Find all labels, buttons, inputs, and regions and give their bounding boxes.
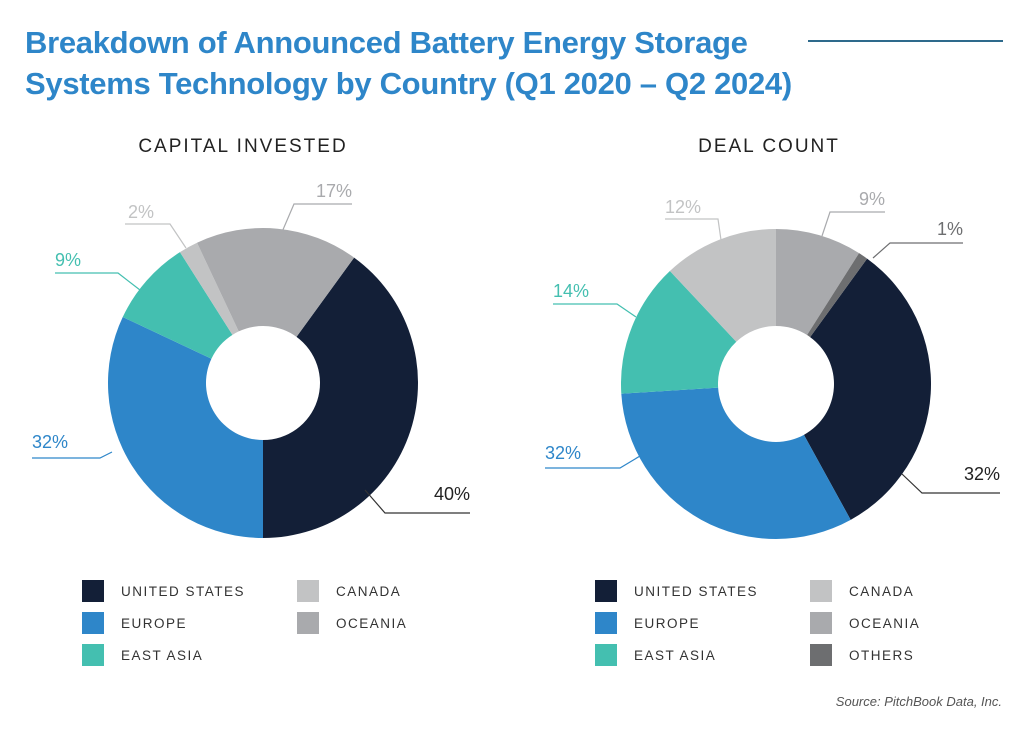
slice-canada bbox=[669, 229, 776, 342]
slice-oceania bbox=[776, 229, 860, 336]
deal-count-title: DEAL COUNT bbox=[698, 136, 840, 157]
leader-line bbox=[665, 218, 722, 241]
slice-east-asia bbox=[122, 252, 233, 359]
legend-swatch bbox=[297, 612, 319, 634]
legend-label: CANADA bbox=[849, 583, 915, 599]
legend-item: OTHERS bbox=[810, 644, 914, 666]
legend-swatch bbox=[82, 580, 104, 602]
slice-others bbox=[807, 253, 868, 338]
legend-label: OTHERS bbox=[849, 647, 915, 663]
legend-item: CANADA bbox=[297, 580, 401, 602]
leader-line bbox=[281, 203, 352, 233]
legend-label: EAST ASIA bbox=[121, 647, 204, 663]
data-label: 14% bbox=[553, 281, 589, 301]
slice-europe bbox=[107, 317, 263, 538]
legend-item: EUROPE bbox=[595, 612, 700, 634]
data-label: 9% bbox=[859, 189, 885, 209]
legend-label: UNITED STATES bbox=[121, 583, 246, 599]
leader-line bbox=[821, 211, 885, 237]
legend-swatch bbox=[810, 580, 832, 602]
legend-item: EAST ASIA bbox=[595, 644, 716, 666]
leader-line bbox=[364, 489, 470, 514]
legend-label: EUROPE bbox=[121, 615, 188, 631]
data-label: 32% bbox=[545, 443, 581, 463]
leader-line bbox=[553, 303, 637, 318]
legend-item: OCEANIA bbox=[810, 612, 920, 634]
data-label: 12% bbox=[665, 197, 701, 217]
legend-label: CANADA bbox=[336, 583, 402, 599]
leader-line bbox=[872, 242, 963, 259]
data-label: 1% bbox=[937, 219, 963, 239]
data-label: 2% bbox=[128, 202, 154, 222]
leader-line bbox=[901, 473, 1000, 494]
legend-item: UNITED STATES bbox=[82, 580, 245, 602]
legend-item: EAST ASIA bbox=[82, 644, 203, 666]
legend-item: EUROPE bbox=[82, 612, 187, 634]
data-label: 9% bbox=[55, 250, 81, 270]
leader-line bbox=[545, 455, 641, 469]
data-label: 32% bbox=[32, 432, 68, 452]
slice-canada bbox=[179, 242, 239, 335]
title-line-2: Systems Technology by Country (Q1 2020 –… bbox=[25, 66, 792, 101]
capital-invested-title: CAPITAL INVESTED bbox=[138, 136, 348, 157]
legend-swatch bbox=[595, 644, 617, 666]
legend-swatch bbox=[82, 612, 104, 634]
page-title: Breakdown of Announced Battery Energy St… bbox=[25, 22, 792, 104]
slice-united-states bbox=[803, 258, 931, 520]
data-label: 40% bbox=[434, 484, 470, 504]
source-note: Source: PitchBook Data, Inc. bbox=[835, 694, 1002, 709]
legend-item: UNITED STATES bbox=[595, 580, 758, 602]
legend-item: CANADA bbox=[810, 580, 914, 602]
leader-line bbox=[55, 272, 141, 291]
title-line-1: Breakdown of Announced Battery Energy St… bbox=[25, 25, 748, 60]
leader-line bbox=[32, 451, 113, 459]
leader-line bbox=[125, 223, 187, 249]
data-label: 32% bbox=[964, 464, 1000, 484]
title-rule bbox=[808, 40, 1003, 42]
legend-swatch bbox=[82, 644, 104, 666]
legend-label: EUROPE bbox=[634, 615, 701, 631]
data-label: 17% bbox=[316, 181, 352, 201]
slice-europe bbox=[621, 387, 851, 539]
legend-swatch bbox=[810, 644, 832, 666]
legend-label: EAST ASIA bbox=[634, 647, 717, 663]
legend-swatch bbox=[595, 580, 617, 602]
legend-swatch bbox=[810, 612, 832, 634]
slice-east-asia bbox=[621, 271, 737, 394]
legend-swatch bbox=[297, 580, 319, 602]
slice-united-states bbox=[263, 257, 419, 538]
legend-item: OCEANIA bbox=[297, 612, 407, 634]
legend-label: OCEANIA bbox=[336, 615, 408, 631]
legend-label: UNITED STATES bbox=[634, 583, 759, 599]
slice-oceania bbox=[197, 228, 355, 337]
legend-swatch bbox=[595, 612, 617, 634]
legend-label: OCEANIA bbox=[849, 615, 921, 631]
